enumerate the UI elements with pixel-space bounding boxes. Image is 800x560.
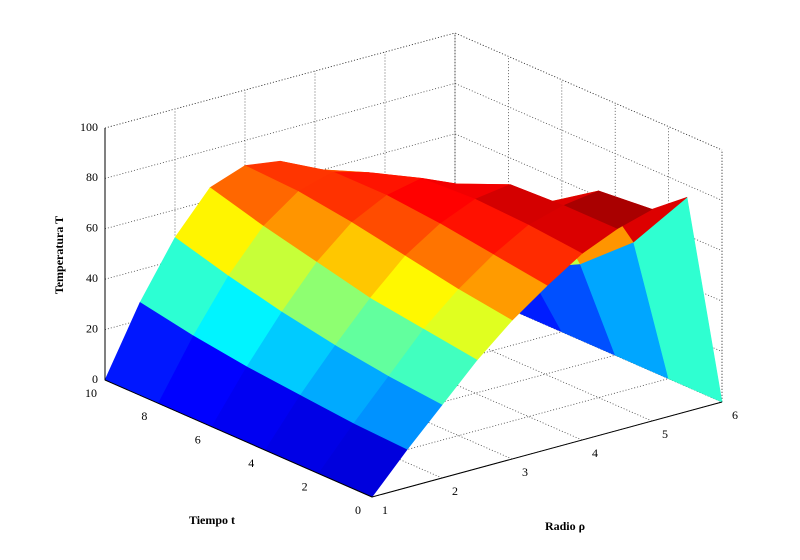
- x-tick-label: 6: [732, 408, 738, 422]
- x-tick-label: 1: [382, 503, 388, 517]
- x-tick-label: 3: [522, 465, 528, 479]
- y-tick-label: 8: [141, 409, 147, 423]
- z-tick-label: 100: [80, 120, 98, 134]
- x-axis-label: Radio ρ: [545, 519, 585, 533]
- y-axis-label: Tiempo t: [189, 513, 235, 527]
- z-tick-label: 20: [86, 321, 98, 335]
- y-tick-label: 6: [195, 433, 201, 447]
- grid-line: [318, 126, 669, 474]
- grid-line: [104, 32, 723, 151]
- grid-line: [104, 82, 723, 201]
- axis-line: [104, 379, 373, 498]
- z-tick-label: 60: [86, 221, 98, 235]
- x-tick-label: 2: [452, 484, 458, 498]
- y-tick-label: 4: [248, 456, 254, 470]
- z-axis-label: Temperatura T: [52, 216, 66, 294]
- z-tick-label: 0: [92, 372, 98, 386]
- y-tick-label: 2: [302, 479, 308, 493]
- axis-line: [371, 401, 723, 498]
- x-tick-label: 5: [662, 427, 668, 441]
- y-tick-label: 10: [85, 386, 97, 400]
- box-edge: [104, 32, 723, 151]
- x-tick-label: 4: [592, 446, 598, 460]
- y-tick-label: 0: [355, 503, 361, 517]
- z-tick-label: 80: [86, 170, 98, 184]
- z-tick-label: 40: [86, 271, 98, 285]
